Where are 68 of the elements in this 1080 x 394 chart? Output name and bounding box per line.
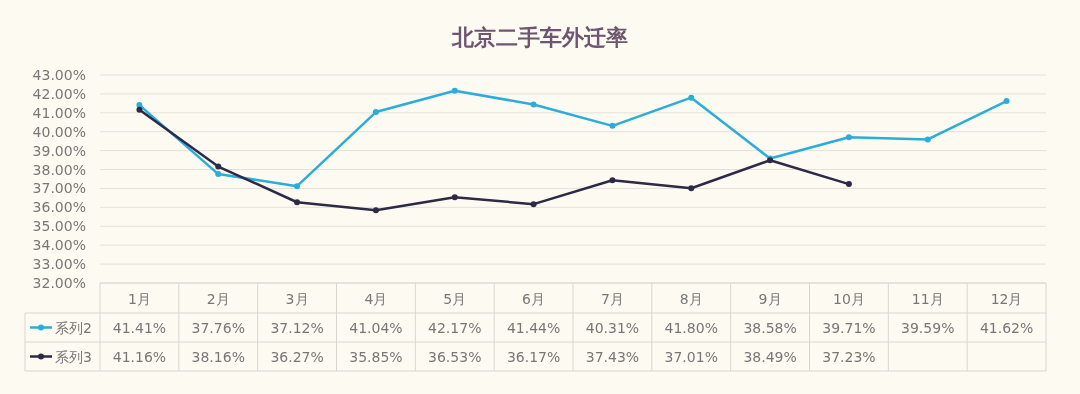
x-tick-label: 5月 [443,291,467,307]
y-tick-label: 36.00% [32,199,86,216]
x-tick-label: 8月 [679,291,703,307]
y-tick-label: 41.00% [32,104,86,121]
point [372,109,379,116]
x-tick-label: 9月 [758,291,782,307]
y-tick-label: 42.00% [32,85,86,102]
x-tick-label: 1月 [127,291,151,307]
data-label: 37.43% [585,348,640,365]
x-tick-label: 2月 [206,291,230,307]
data-label: 40.31% [585,319,640,336]
point [294,199,301,206]
y-tick-label: 39.00% [32,142,86,159]
point [530,101,537,108]
legend-label: 系列2 [55,319,92,336]
data-label: 36.27% [270,348,324,365]
data-label: 38.58% [743,319,797,336]
point [845,134,852,141]
data-label: 37.76% [191,319,245,336]
y-tick-label: 37.00% [32,180,86,197]
point [215,171,222,178]
y-tick-label: 33.00% [32,256,86,273]
point [688,94,695,101]
x-tick-label: 3月 [285,291,309,307]
data-label: 41.16% [112,348,167,365]
point [372,207,379,214]
data-label: 37.01% [664,348,718,365]
point [1003,98,1010,105]
data-label: 37.12% [270,319,324,336]
y-tick-label: 38.00% [32,161,86,178]
point [136,106,143,113]
x-tick-label: 4月 [364,291,388,307]
x-tick-label: 12月 [990,291,1023,307]
data-label: 38.16% [191,348,245,365]
y-tick-label: 35.00% [32,218,86,235]
data-label: 41.80% [664,319,718,336]
x-tick-label: 10月 [833,291,865,307]
point [294,183,301,190]
data-label: 41.04% [349,319,403,336]
data-label: 41.62% [979,319,1034,336]
x-tick-label: 11月 [911,291,944,307]
data-label: 39.71% [822,319,876,336]
data-label: 39.59% [901,319,955,336]
point [451,194,458,201]
point [924,136,931,143]
y-tick-label: 40.00% [32,123,86,140]
point [688,185,695,192]
x-tick-label: 6月 [522,291,546,307]
y-tick-label: 32.00% [32,275,86,291]
point [530,201,537,208]
point [609,122,616,129]
data-label: 41.41% [112,319,167,336]
legend-label: 系列3 [55,348,92,365]
data-label: 37.23% [822,348,876,365]
data-label: 38.49% [743,348,797,365]
point [215,163,222,170]
data-label: 42.17% [428,319,482,336]
y-tick-label: 34.00% [32,237,86,254]
point [609,177,616,184]
x-tick-label: 7月 [600,291,624,307]
data-label: 35.85% [349,348,403,365]
chart-title: 北京二手车外迁率 [451,25,628,50]
data-label: 41.44% [506,319,561,336]
data-label: 36.53% [428,348,482,365]
point [451,87,458,94]
data-label: 36.17% [506,348,561,365]
point [845,181,852,188]
y-tick-label: 43.00% [32,67,86,83]
